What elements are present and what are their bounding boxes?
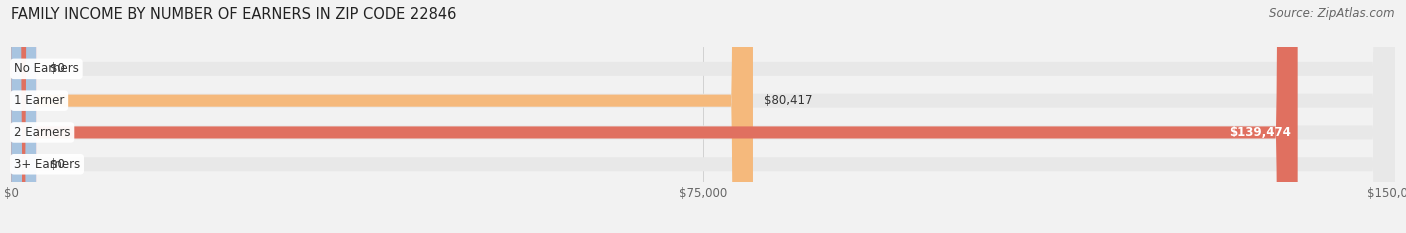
FancyBboxPatch shape [11, 0, 37, 233]
FancyBboxPatch shape [11, 0, 1298, 233]
Text: 3+ Earners: 3+ Earners [14, 158, 80, 171]
Text: $139,474: $139,474 [1229, 126, 1291, 139]
FancyBboxPatch shape [11, 0, 1395, 233]
Text: FAMILY INCOME BY NUMBER OF EARNERS IN ZIP CODE 22846: FAMILY INCOME BY NUMBER OF EARNERS IN ZI… [11, 7, 457, 22]
Text: $0: $0 [51, 62, 65, 75]
Text: $0: $0 [51, 158, 65, 171]
Text: 1 Earner: 1 Earner [14, 94, 65, 107]
FancyBboxPatch shape [11, 0, 37, 233]
Text: No Earners: No Earners [14, 62, 79, 75]
Text: 2 Earners: 2 Earners [14, 126, 70, 139]
FancyBboxPatch shape [11, 0, 1395, 233]
Text: $80,417: $80,417 [763, 94, 813, 107]
Text: Source: ZipAtlas.com: Source: ZipAtlas.com [1270, 7, 1395, 20]
FancyBboxPatch shape [11, 0, 754, 233]
FancyBboxPatch shape [11, 0, 1395, 233]
FancyBboxPatch shape [11, 0, 1395, 233]
